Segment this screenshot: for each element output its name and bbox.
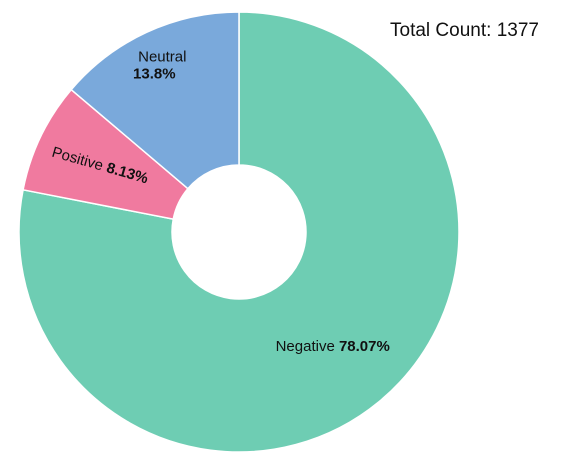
slice-category-label: Neutral bbox=[138, 48, 186, 65]
slice-label-negative: Negative 78.07% bbox=[276, 338, 390, 355]
total-count: Total Count: 1377 bbox=[390, 20, 539, 42]
slice-labels: Negative 78.07%Positive 8.13%Neutral 13.8… bbox=[50, 48, 390, 354]
slice-negative bbox=[18, 11, 460, 453]
slice-value-label: 13.8% bbox=[133, 65, 176, 82]
slice-value-label: 78.07% bbox=[339, 338, 390, 355]
donut-slices bbox=[18, 11, 460, 453]
total-count-value: 1377 bbox=[496, 20, 539, 41]
slice-label-neutral: Neutral 13.8% bbox=[133, 48, 186, 82]
total-count-label: Total Count: bbox=[390, 20, 492, 41]
slice-neutral bbox=[70, 11, 240, 190]
slice-category-label: Negative bbox=[276, 338, 335, 355]
